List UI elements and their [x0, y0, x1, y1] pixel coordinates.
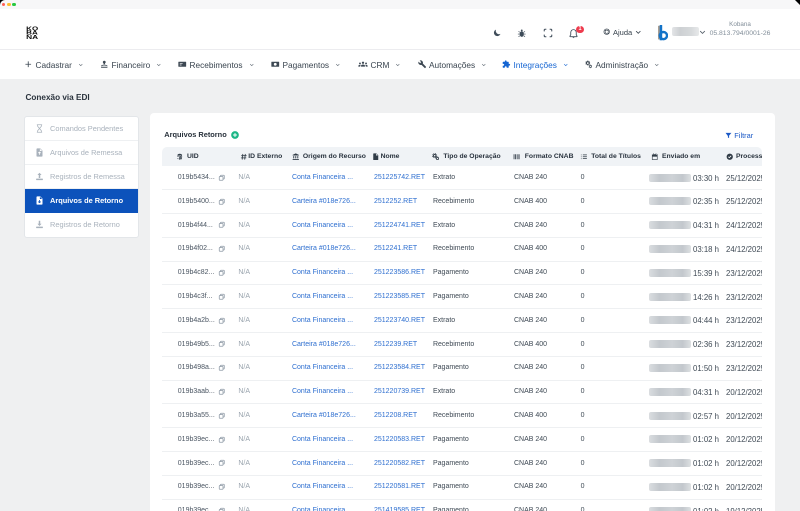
svg-text:BA: BA	[26, 30, 38, 36]
svg-text:KO: KO	[26, 26, 38, 32]
svg-text:NA: NA	[26, 34, 39, 39]
